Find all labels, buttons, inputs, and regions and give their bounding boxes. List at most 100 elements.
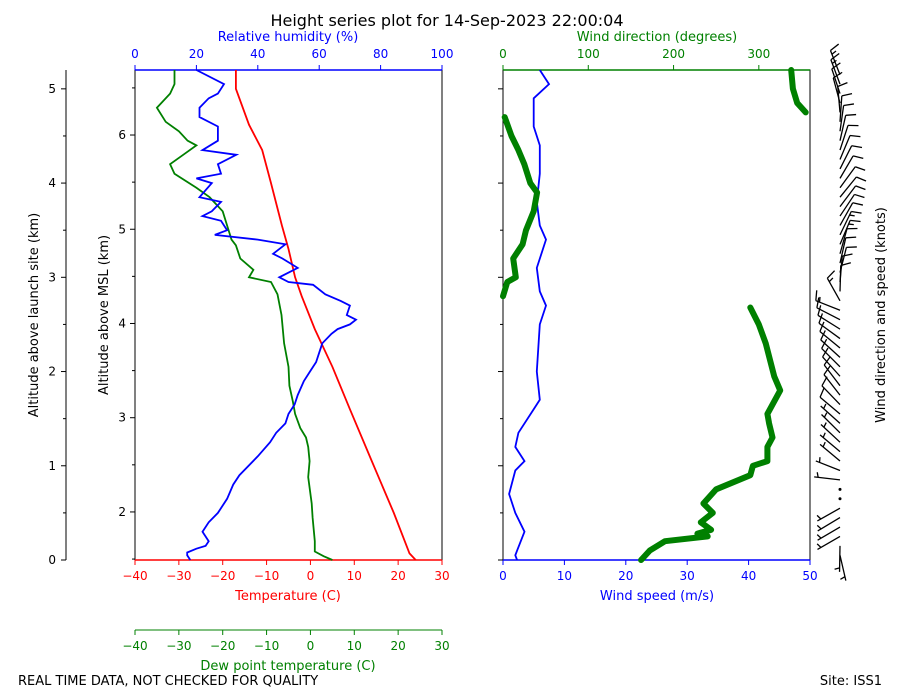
- wind-direction-segment: [500, 114, 541, 300]
- dew-tick-label: 30: [434, 639, 449, 653]
- wind-barb: [839, 176, 867, 198]
- wind-direction-line: [500, 67, 809, 563]
- thermo-panel: −40 −30 −20 −10 0 10 20 30−40 −30 −20 −10 0 10 20 300 2…: [48, 47, 453, 653]
- wind-barb: [829, 43, 841, 75]
- footer-disclaimer: REAL TIME DATA, NOT CHECKED FOR QUALITY: [18, 674, 319, 689]
- wind-frame: [502, 69, 811, 561]
- temp-tick-label: −10: [254, 569, 279, 583]
- rh-axis-label: Relative humidity (%): [218, 30, 359, 45]
- wind-barb: [816, 535, 841, 551]
- temp-tick-label: 10: [347, 569, 362, 583]
- wind-barb: [821, 412, 841, 434]
- wind-barb: [839, 246, 857, 273]
- agl-axis-label: Altitude above launch site (km): [27, 213, 42, 417]
- footer-site: Site: ISS1: [819, 674, 882, 689]
- wind-barb: [820, 422, 841, 443]
- dew-tick-label: 10: [347, 639, 362, 653]
- wspd-tick-label: 30: [680, 569, 695, 583]
- wspd-tick-label: 20: [618, 569, 633, 583]
- barb-axis-label: Wind direction and speed (knots): [874, 207, 889, 423]
- dew-tick-label: 20: [391, 639, 406, 653]
- wind-barb: [816, 297, 841, 321]
- wind-barb: [839, 227, 858, 254]
- temp-tick-label: −20: [210, 569, 235, 583]
- wind-barb: [823, 356, 841, 387]
- wind-barb: [839, 134, 861, 160]
- wind-barb: [839, 253, 853, 283]
- wind-barb: [826, 270, 841, 302]
- wind-barb: [816, 507, 841, 522]
- agl-tick-label: 5: [48, 82, 56, 96]
- wspd-tick-label: 40: [741, 569, 756, 583]
- wind-barb: [839, 555, 847, 581]
- wind-barbs: [814, 43, 867, 581]
- temp-tick-label: 0: [307, 569, 315, 583]
- wind-barb: [839, 210, 862, 236]
- rh-tick-label: 20: [189, 47, 204, 61]
- wdir-tick-label: 0: [499, 47, 507, 61]
- wind-barb: [816, 517, 841, 532]
- wind-barb: [839, 202, 864, 226]
- wind-barb: [815, 290, 841, 311]
- wind-barb: [839, 124, 859, 151]
- msl-tick-label: 5: [118, 222, 126, 236]
- agl-tick-label: 1: [48, 459, 56, 473]
- temp-axis-label: Temperature (C): [234, 589, 341, 604]
- wind-barb: [818, 313, 841, 340]
- dew-tick-label: −30: [166, 639, 191, 653]
- rh-tick-label: 40: [250, 47, 265, 61]
- wdir-axis-label: Wind direction (degrees): [577, 30, 737, 45]
- wspd-tick-label: 10: [557, 569, 572, 583]
- wind-barb: [839, 103, 855, 132]
- wind-barb: [817, 305, 841, 330]
- wspd-tick-label: 50: [802, 569, 817, 583]
- wind-barb: [839, 166, 866, 189]
- wind-barb: [839, 113, 857, 141]
- rh-tick-label: 80: [373, 47, 388, 61]
- wind-barb: [838, 487, 842, 491]
- wind-barb: [839, 219, 861, 245]
- wind-barb: [823, 365, 841, 396]
- temp-tick-label: 30: [434, 569, 449, 583]
- rh-tick-label: 60: [312, 47, 327, 61]
- temp-tick-label: 20: [391, 569, 406, 583]
- msl-tick-label: 2: [118, 505, 126, 519]
- agl-tick-label: 4: [48, 176, 56, 190]
- wind-barb: [819, 432, 841, 453]
- dew-tick-label: −20: [210, 639, 235, 653]
- wind-barb: [838, 497, 842, 501]
- relative-humidity-line: [186, 69, 358, 561]
- temp-tick-label: −40: [122, 569, 147, 583]
- msl-tick-label: 6: [118, 128, 126, 142]
- dew-axis-label: Dew point temperature (C): [200, 659, 375, 674]
- chart-title: Height series plot for 14-Sep-2023 22:00…: [270, 11, 623, 30]
- wind-barb: [839, 185, 866, 208]
- wind-direction-segment: [788, 67, 809, 116]
- wind-barb: [834, 545, 841, 572]
- dew-tick-label: 0: [307, 639, 315, 653]
- wind-barb: [819, 441, 841, 462]
- wind-barb: [814, 472, 841, 481]
- wind-barb: [839, 145, 863, 170]
- msl-tick-label: 4: [118, 316, 126, 330]
- wind-barb: [839, 92, 853, 122]
- agl-tick-label: 3: [48, 270, 56, 284]
- wspd-axis-label: Wind speed (m/s): [600, 589, 714, 604]
- thermo-frame: [134, 69, 443, 561]
- wind-barb: [839, 193, 865, 217]
- wdir-tick-label: 200: [662, 47, 685, 61]
- dew-tick-label: −40: [122, 639, 147, 653]
- msl-axis-label: Altitude above MSL (km): [97, 235, 112, 395]
- dew-tick-label: −10: [254, 639, 279, 653]
- msl-tick-label: 3: [118, 411, 126, 425]
- rh-tick-label: 100: [431, 47, 454, 61]
- wind-barb: [820, 330, 841, 358]
- wind-barb: [820, 403, 841, 424]
- wind-barb: [816, 526, 841, 541]
- agl-tick-label: 0: [48, 553, 56, 567]
- wind-barb: [839, 155, 864, 179]
- rh-tick-label: 0: [131, 47, 139, 61]
- temp-tick-label: −30: [166, 569, 191, 583]
- agl-tick-label: 2: [48, 365, 56, 379]
